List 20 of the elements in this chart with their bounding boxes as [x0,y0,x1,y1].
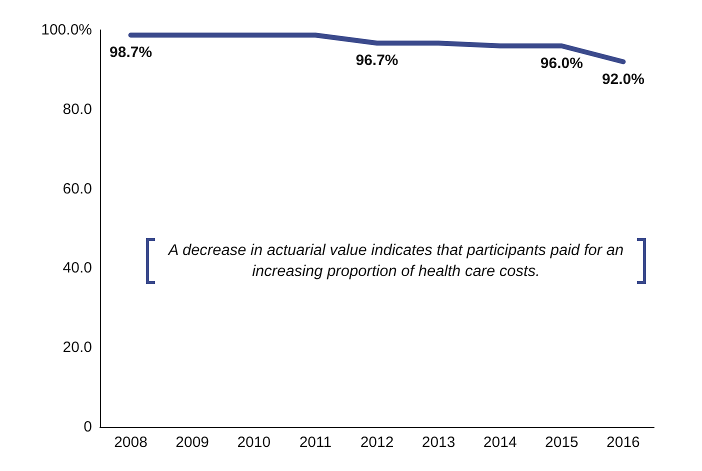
y-tick-label: 80.0 [62,100,92,118]
annotation: A decrease in actuarial value indicates that participants paid for an increasing proportion of health care costs. [166,241,625,282]
y-tick-label: 100.0% [41,22,92,38]
x-tick-label: 2008 [114,434,148,451]
y-tick-label: 0 [84,418,92,436]
x-tick-label: 2012 [360,434,394,451]
data-label: 98.7% [110,44,152,62]
x-tick-label: 2011 [299,434,332,451]
y-tick-label: 20.0 [62,339,92,356]
x-tick-label: 2010 [237,434,271,451]
data-label: 96.0% [540,54,583,72]
x-tick-label: 2015 [544,434,578,451]
x-tick-label: 2009 [176,434,210,451]
y-tick-label: 40.0 [62,260,92,277]
x-tick-label: 2013 [422,434,456,451]
x-tick-label: 2014 [483,434,517,451]
y-tick-label: 60.0 [62,180,92,198]
data-label: 96.7% [356,52,398,70]
data-label: 92.0% [602,70,644,88]
x-tick-label: 2016 [606,434,640,451]
